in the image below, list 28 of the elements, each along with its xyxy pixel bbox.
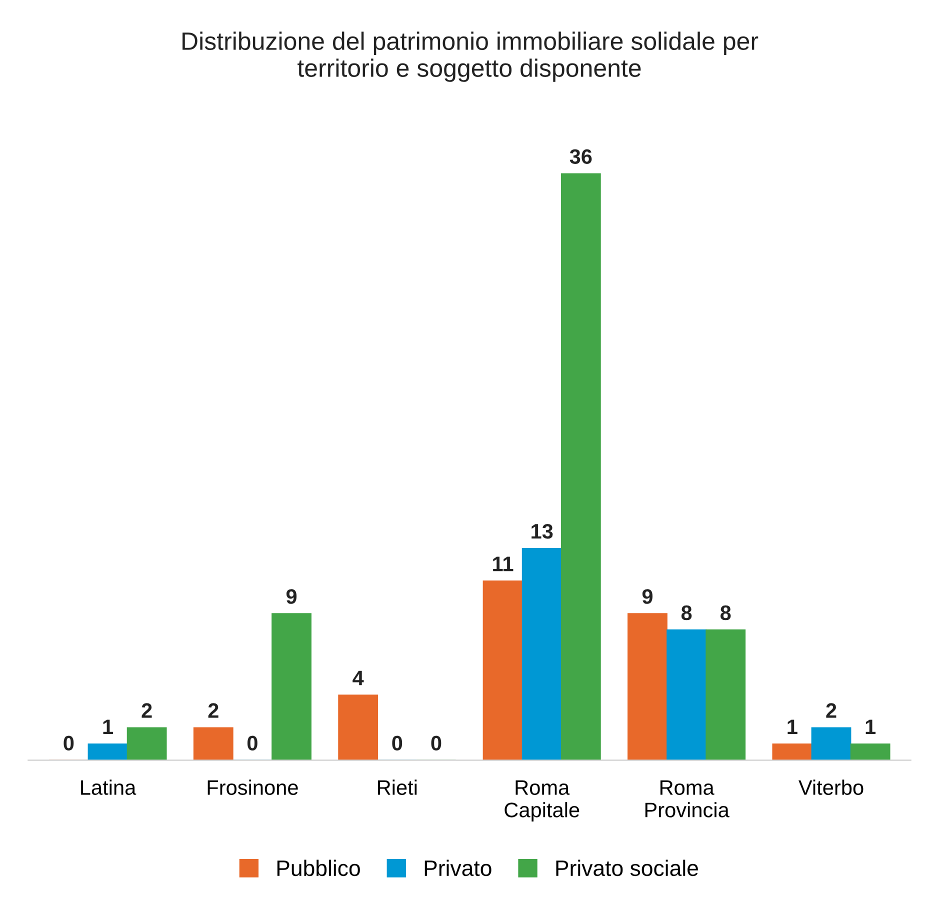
data-label: 1 — [788, 720, 798, 734]
data-label: 1 — [866, 720, 876, 734]
x-tick-label: Roma Provincia — [645, 780, 730, 818]
x-tick-label: Rieti — [378, 780, 417, 795]
x-tick-label: Viterbo — [798, 780, 864, 795]
data-label: 13 — [532, 524, 553, 539]
data-label: 4 — [352, 670, 364, 686]
data-label: 2 — [142, 703, 152, 718]
data-label: 11 — [493, 556, 514, 572]
data-label: 1 — [103, 720, 113, 734]
data-label: 8 — [720, 605, 731, 620]
data-label: 2 — [826, 703, 836, 718]
data-label: 0 — [392, 736, 402, 751]
x-tick-label: Latina — [81, 780, 136, 795]
data-label: 0 — [431, 736, 442, 751]
x-tick-label: Roma Capitale — [504, 780, 580, 822]
data-label: 9 — [642, 589, 652, 604]
data-label: 9 — [286, 589, 297, 604]
data-label: 2 — [208, 703, 218, 718]
data-label: 8 — [681, 605, 692, 620]
legend-label: Privato — [424, 860, 492, 876]
x-tick-label: Frosinone — [208, 780, 298, 795]
legend-label: Privato sociale — [556, 860, 698, 876]
legend-label: Pubblico — [277, 860, 360, 876]
data-label: 0 — [247, 736, 258, 751]
data-label: 36 — [570, 149, 592, 164]
chart-title: Distribuzione del patrimonio immobiliare solidale per territorio e soggetto disponente — [182, 32, 758, 82]
data-label: 0 — [64, 736, 74, 751]
